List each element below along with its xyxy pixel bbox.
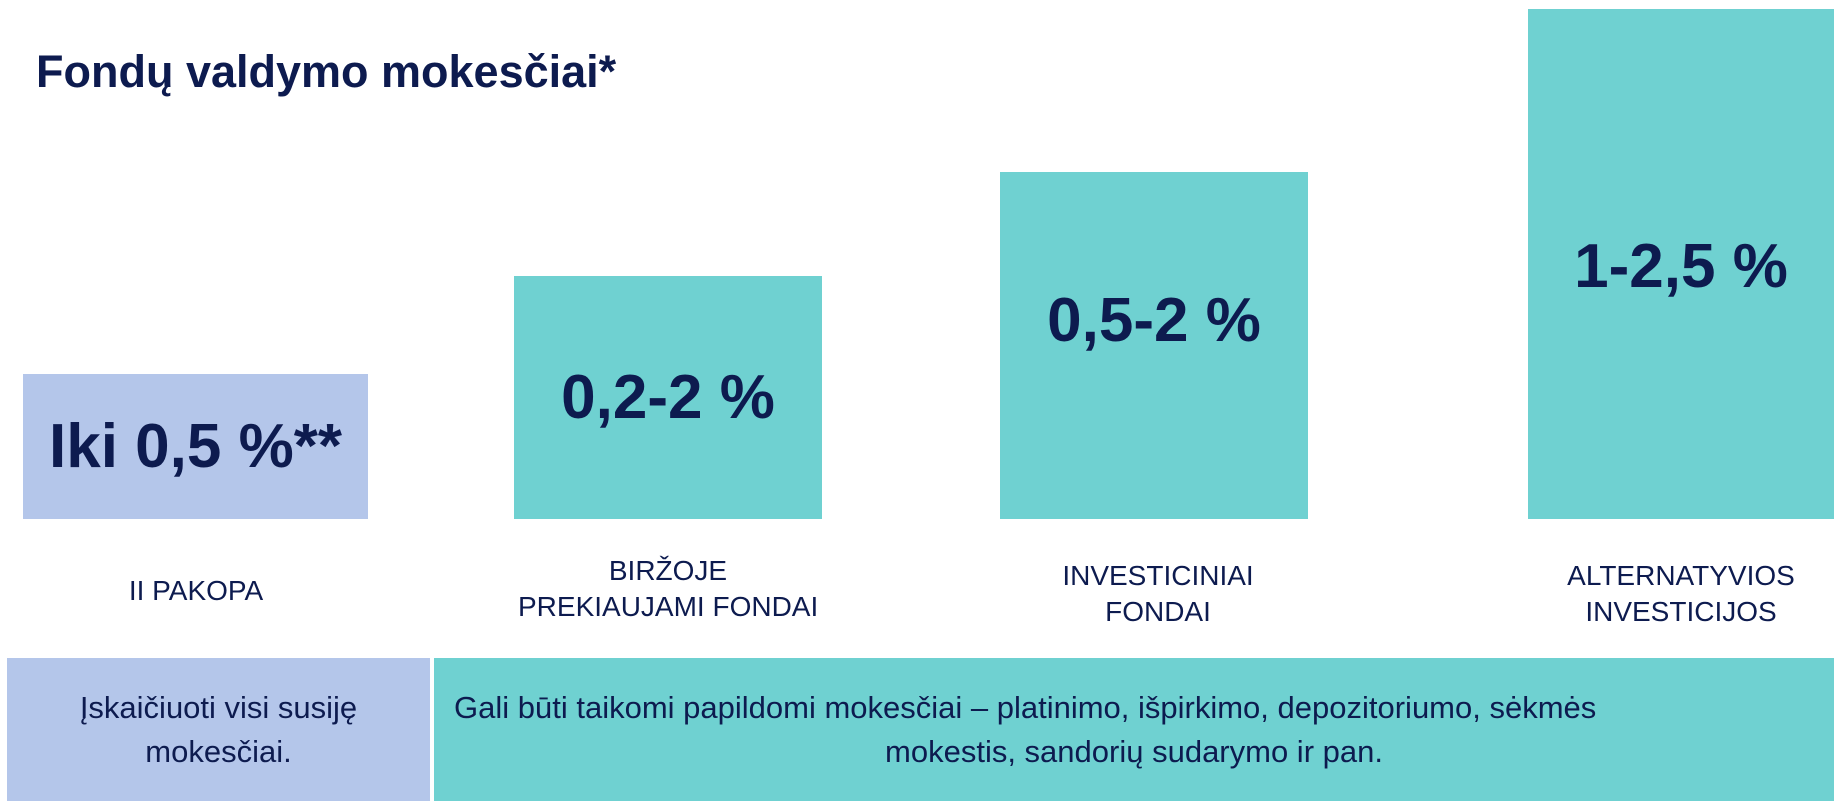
note-line: Įskaičiuoti visi susiję xyxy=(79,689,358,725)
label-line: II PAKOPA xyxy=(128,575,264,606)
note-line: mokestis, sandorių sudarymo ir pan. xyxy=(885,733,1383,769)
label-line: PREKIAUJAMI FONDAI xyxy=(518,591,819,622)
fee-value: 0,5-2 % xyxy=(1047,286,1261,355)
category-label: INVESTICINIAI FONDAI xyxy=(1008,558,1308,630)
note-line: mokesčiai. xyxy=(145,733,292,769)
note-text: Gali būti taikomi papildomi mokesčiai – … xyxy=(434,686,1834,774)
fee-box: Iki 0,5 %** xyxy=(23,374,368,519)
fee-box: 1-2,5 % xyxy=(1528,9,1834,519)
category-label: II PAKOPA xyxy=(46,573,346,609)
label-line: BIRŽOJE xyxy=(608,555,728,586)
note-line: Gali būti taikomi papildomi mokesčiai – … xyxy=(454,689,1597,725)
category-label: BIRŽOJE PREKIAUJAMI FONDAI xyxy=(518,553,818,625)
fee-box: 0,2-2 % xyxy=(514,276,822,519)
title: Fondų valdymo mokesčiai* xyxy=(36,46,617,97)
note-panel: Gali būti taikomi papildomi mokesčiai – … xyxy=(434,658,1834,801)
category-label: ALTERNATYVIOS INVESTICIJOS xyxy=(1531,558,1831,630)
fee-value: 0,2-2 % xyxy=(561,363,775,432)
label-line: FONDAI xyxy=(1105,596,1211,627)
label-line: INVESTICIJOS xyxy=(1585,596,1777,627)
fee-value: 1-2,5 % xyxy=(1574,232,1788,301)
label-line: INVESTICINIAI xyxy=(1062,560,1254,591)
label-line: ALTERNATYVIOS xyxy=(1567,560,1795,591)
note-panel: Įskaičiuoti visi susiję mokesčiai. xyxy=(7,658,430,801)
fee-box: 0,5-2 % xyxy=(1000,172,1308,519)
fee-value: Iki 0,5 %** xyxy=(49,412,342,481)
